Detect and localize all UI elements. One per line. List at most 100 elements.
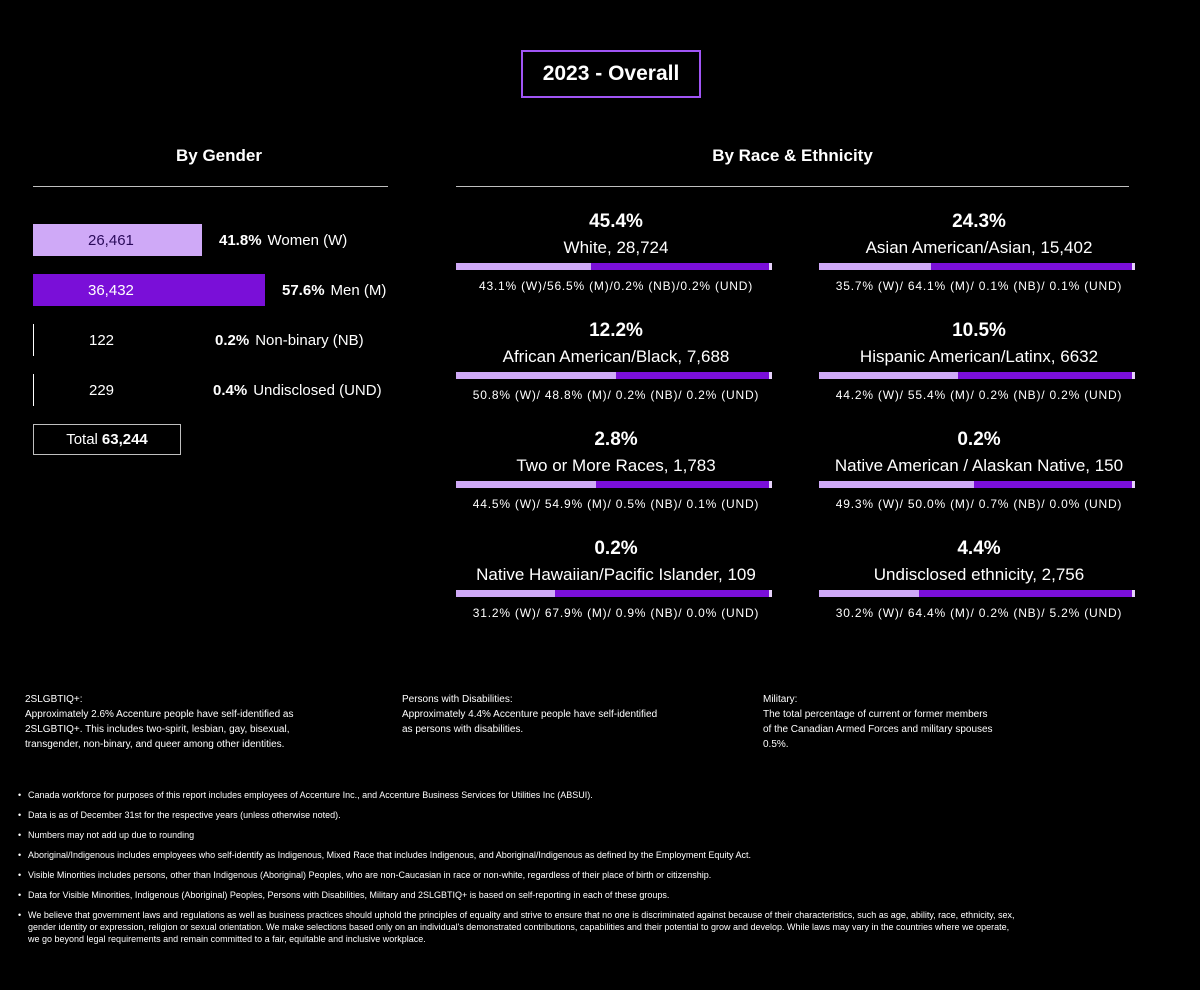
race-pct: 2.8% [594, 429, 638, 450]
race-item: 4.4% Undisclosed ethnicity, 2,756 30.2% (W… [819, 537, 1139, 627]
race-bar-women [819, 263, 931, 270]
race-item: 2.8% Two or More Races, 1,783 44.5% (W)/ 5… [456, 428, 776, 518]
gender-heading: By Gender [176, 146, 262, 165]
race-bar [819, 372, 1135, 379]
gender-category: Undisclosed (UND) [253, 381, 382, 399]
race-bar-women [819, 481, 974, 488]
gender-count: 36,432 [88, 281, 134, 299]
race-name: Asian American/Asian, 15,402 [865, 238, 1093, 257]
gender-bar: 26,461 [33, 224, 202, 256]
race-divider [456, 186, 1129, 187]
race-pct: 0.2% [594, 538, 638, 559]
gender-count: 229 [89, 381, 115, 399]
race-pct: 45.4% [589, 211, 643, 232]
footnote-item: Numbers may not add up due to rounding [18, 829, 1188, 841]
race-item: 45.4% White, 28,724 43.1% (W)/56.5% (M)/0.… [456, 210, 776, 300]
race-bar-men [591, 263, 769, 270]
race-item: 0.2% Native American / Alaskan Native, 15… [819, 428, 1139, 518]
gender-category: Non-binary (NB) [255, 331, 364, 349]
race-bar [456, 372, 772, 379]
race-bar-cap [1132, 372, 1135, 379]
race-item: 24.3% Asian American/Asian, 15,402 35.7% (… [819, 210, 1139, 300]
race-name: Native Hawaiian/Pacific Islander, 109 [476, 565, 756, 584]
race-bar-cap [769, 590, 772, 597]
race-bar-women [819, 590, 919, 597]
gender-pct: 0.4% [213, 381, 248, 399]
gender-row: 36,432 57.6% Men (M) [33, 274, 413, 306]
note-title: Military: [763, 694, 798, 705]
footnote-item: Aboriginal/Indigenous includes employees… [18, 849, 1188, 861]
race-bar-cap [1132, 481, 1135, 488]
race-pct: 12.2% [589, 320, 643, 341]
footnote-item: Canada workforce for purposes of this re… [18, 789, 1188, 801]
race-bar [819, 263, 1135, 270]
race-name: Native American / Alaskan Native, 150 [834, 456, 1124, 475]
race-breakdown: 30.2% (W)/ 64.4% (M)/ 0.2% (NB)/ 5.2% (U… [835, 606, 1123, 620]
race-heading: By Race & Ethnicity [712, 146, 873, 165]
race-bar-men [616, 372, 769, 379]
note-title: 2SLGBTIQ+: [25, 694, 83, 705]
race-bar [819, 590, 1135, 597]
race-item: 0.2% Native Hawaiian/Pacific Islander, 10… [456, 537, 776, 627]
race-breakdown: 44.2% (W)/ 55.4% (M)/ 0.2% (NB)/ 0.2% (U… [835, 388, 1123, 402]
race-bar-cap [1132, 590, 1135, 597]
race-bar-men [931, 263, 1132, 270]
race-bar-men [958, 372, 1132, 379]
race-bar-cap [769, 372, 772, 379]
race-breakdown: 35.7% (W)/ 64.1% (M)/ 0.1% (NB)/ 0.1% (U… [835, 279, 1123, 293]
race-bar-cap [1132, 263, 1135, 270]
gender-pct: 57.6% [282, 281, 325, 299]
race-breakdown: 43.1% (W)/56.5% (M)/0.2% (NB)/0.2% (UND) [478, 279, 754, 293]
race-bar-women [819, 372, 958, 379]
note-line: Approximately 4.4% Accenture people have… [402, 709, 658, 720]
race-bar-women [456, 263, 591, 270]
footnote-item: Data is as of December 31st for the resp… [18, 809, 1188, 821]
race-pct: 10.5% [952, 320, 1006, 341]
footnote-item: Data for Visible Minorities, Indigenous … [18, 889, 1188, 901]
race-bar [456, 481, 772, 488]
race-bar-men [919, 590, 1132, 597]
gender-count: 122 [89, 331, 115, 349]
note-line: as persons with disabilities. [402, 724, 524, 735]
race-bar [819, 481, 1135, 488]
gender-divider [33, 186, 388, 187]
gender-row: 229 0.4% Undisclosed (UND) [33, 374, 413, 406]
total-value: 63,244 [101, 431, 148, 448]
note-line: 2SLGBTIQ+. This includes two-spirit, les… [25, 724, 290, 735]
race-name: White, 28,724 [563, 238, 669, 257]
gender-row: 122 0.2% Non-binary (NB) [33, 324, 413, 356]
note-line: 0.5%. [763, 739, 789, 750]
race-bar-women [456, 481, 596, 488]
note-line: The total percentage of current or forme… [763, 709, 988, 720]
race-pct: 0.2% [957, 429, 1001, 450]
race-item: 12.2% African American/Black, 7,688 50.8% … [456, 319, 776, 409]
note-line: transgender, non-binary, and queer among… [25, 739, 285, 750]
race-pct: 4.4% [957, 538, 1001, 559]
race-name: African American/Black, 7,688 [502, 347, 730, 366]
gender-bar [33, 324, 34, 356]
race-bar-cap [769, 481, 772, 488]
race-bar-men [974, 481, 1132, 488]
page-title: 2023 - Overall [521, 50, 701, 98]
note-line: Approximately 2.6% Accenture people have… [25, 709, 294, 720]
gender-label: 0.4% Undisclosed (UND) [213, 374, 382, 406]
race-bar-men [555, 590, 769, 597]
gender-count: 26,461 [88, 231, 134, 249]
note-block: 2SLGBTIQ+: Approximately 2.6% Accenture p… [25, 692, 385, 752]
gender-row: 26,461 41.8% Women (W) [33, 224, 413, 256]
footnote-item: Visible Minorities includes persons, oth… [18, 869, 1188, 881]
race-bar-men [596, 481, 769, 488]
race-bar-women [456, 372, 616, 379]
race-name: Undisclosed ethnicity, 2,756 [873, 565, 1085, 584]
note-block: Military: The total percentage of current… [763, 692, 1123, 752]
race-bar-women [456, 590, 555, 597]
race-name: Two or More Races, 1,783 [516, 456, 716, 475]
race-item: 10.5% Hispanic American/Latinx, 6632 44.2%… [819, 319, 1139, 409]
gender-pct: 0.2% [215, 331, 250, 349]
gender-category: Women (W) [267, 231, 348, 249]
race-name: Hispanic American/Latinx, 6632 [859, 347, 1099, 366]
note-block: Persons with Disabilities: Approximately … [402, 692, 762, 737]
race-bar [456, 263, 772, 270]
race-bar [456, 590, 772, 597]
gender-bar [33, 374, 34, 406]
